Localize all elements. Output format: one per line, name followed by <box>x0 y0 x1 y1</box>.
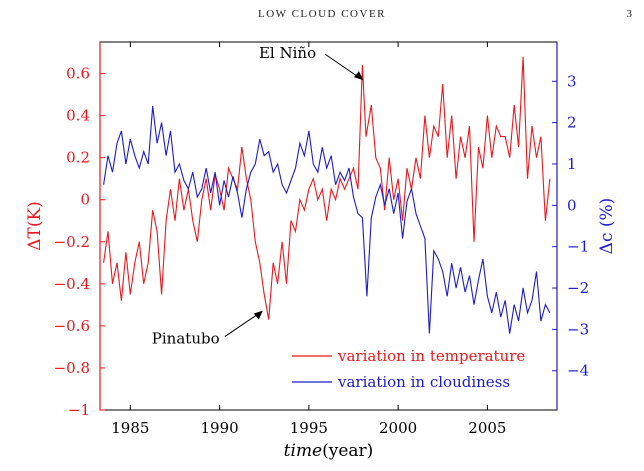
annotation-pinatubo: Pinatubo <box>152 330 220 348</box>
series-line-temperature <box>103 56 551 320</box>
legend-label: variation in cloudiness <box>337 373 510 391</box>
y-right-tick-label: 0 <box>567 196 577 214</box>
y-left-tick-label: 0 <box>80 191 90 209</box>
x-axis-label-variable: time <box>284 441 322 461</box>
y-left-tick-label: −0.2 <box>54 233 90 251</box>
y-right-tick-label: −1 <box>567 238 589 256</box>
y-right-tick-label: −3 <box>567 320 589 338</box>
y-right-tick-label: −4 <box>567 362 589 380</box>
x-tick-label: 1995 <box>290 419 328 437</box>
y-right-tick-label: 3 <box>567 72 577 90</box>
annotation-arrow-el-nino <box>324 53 361 79</box>
y-left-tick-label: 0.6 <box>66 65 90 83</box>
y-left-tick-label: 0.4 <box>66 107 90 125</box>
x-axis-label-unit: (year) <box>322 441 373 461</box>
legend: variation in temperature variation in clo… <box>292 347 525 391</box>
y-axis-right-label: Δc (%) <box>597 198 617 255</box>
y-left-tick-label: 0.2 <box>66 149 90 167</box>
y-left-tick-label: −0.8 <box>54 359 90 377</box>
y-left-tick-label: −0.6 <box>54 317 90 335</box>
page-header-title: LOW CLOUD COVER <box>257 8 386 20</box>
y-right-tick-label: 2 <box>567 114 577 132</box>
y-axis-left-label: ΔT(K) <box>25 201 45 251</box>
x-tick-label: 2000 <box>379 419 417 437</box>
y-right-tick-label: −2 <box>567 279 589 297</box>
arrowhead-el-nino <box>353 71 363 81</box>
x-tick-label: 1985 <box>111 419 149 437</box>
x-tick-label: 2005 <box>468 419 506 437</box>
series-line-cloudiness <box>103 106 551 334</box>
x-tick-label: 1990 <box>201 419 239 437</box>
page-number: 3 <box>626 8 633 20</box>
annotation-el-nino: El Niño <box>259 44 316 62</box>
y-left-tick-label: −0.4 <box>54 275 90 293</box>
legend-label: variation in temperature <box>337 347 525 365</box>
annotation-arrow-pinatubo <box>224 313 260 337</box>
y-right-tick-label: 1 <box>567 155 577 173</box>
y-left-tick-label: −1 <box>68 401 90 419</box>
arrowhead-pinatubo <box>253 310 263 320</box>
x-axis-label: time(year) <box>284 441 374 461</box>
